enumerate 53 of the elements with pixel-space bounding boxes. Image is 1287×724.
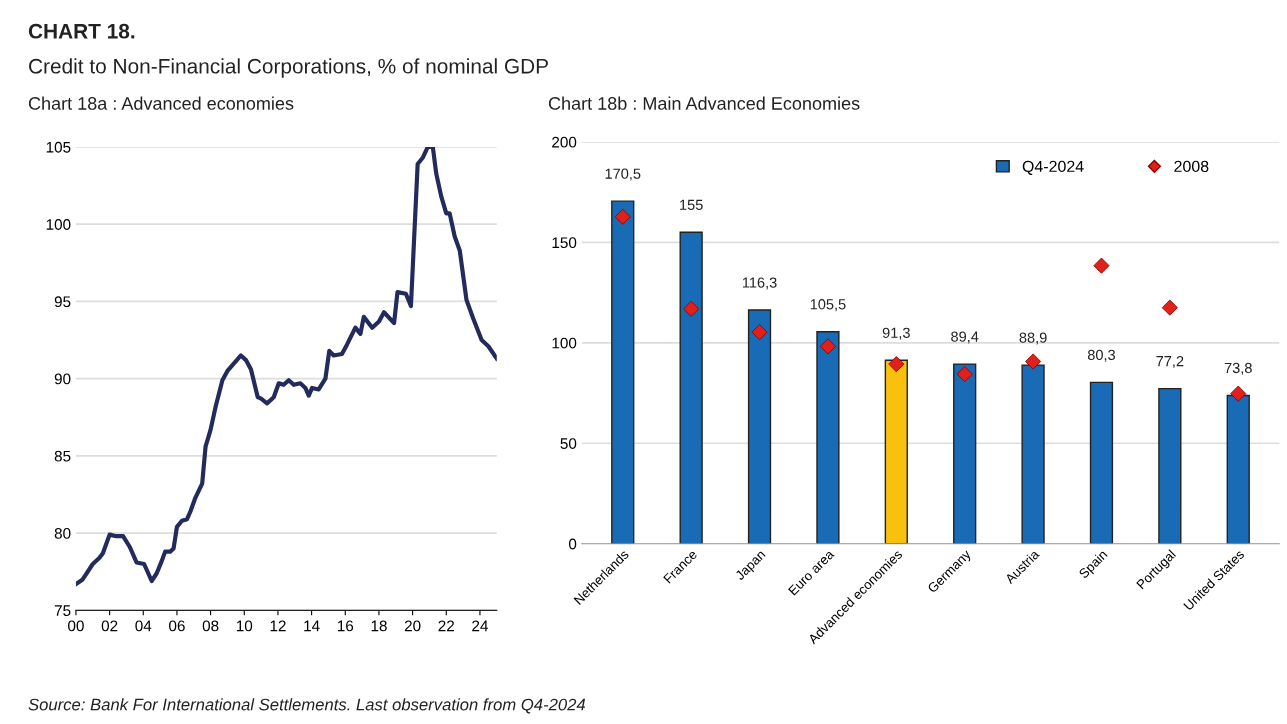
bar	[884, 359, 908, 544]
y-tick-label: 0	[568, 538, 577, 550]
x-tick-label: 18	[371, 620, 387, 632]
legend-label: 2008	[1174, 160, 1209, 173]
y-tick-label: 75	[54, 605, 71, 617]
x-tick-label: 02	[101, 620, 118, 632]
chart-title: Chart 18b : Main Advanced Economies	[548, 96, 860, 110]
x-tick-label: 10	[236, 620, 253, 632]
bar	[747, 309, 772, 544]
x-tick-label: 22	[438, 620, 455, 632]
legend-label: Q4-2024	[1022, 160, 1084, 175]
bar	[953, 363, 977, 544]
y-tick-label: 100	[552, 337, 577, 349]
x-tick-label: 00	[68, 620, 84, 632]
x-tick-label: 12	[270, 620, 286, 632]
y-tick-label: 50	[560, 438, 577, 449]
x-tick-label: 08	[202, 620, 219, 632]
y-tick-label: 85	[54, 450, 71, 462]
x-tick-label: 14	[304, 620, 320, 632]
bar	[1021, 364, 1045, 544]
data-label: 89,4	[951, 331, 979, 344]
caption: CHART 18.	[28, 23, 135, 39]
data-label: 105,5	[810, 299, 846, 312]
data-label: 170,5	[605, 168, 641, 181]
y-tick-label: 100	[46, 219, 71, 230]
x-tick-label: 24	[472, 620, 488, 632]
bar	[679, 231, 703, 544]
y-tick-label: 200	[552, 136, 577, 148]
x-tick-label: 16	[337, 620, 354, 632]
chart-title: Chart 18a : Advanced economies	[28, 96, 294, 110]
x-tick-label: 20	[404, 620, 421, 632]
y-tick-label: 105	[46, 141, 71, 153]
data-label: 80,3	[1087, 349, 1116, 362]
data-label: 116,3	[742, 277, 777, 290]
data-label: 91,3	[882, 327, 910, 340]
source-note: Source: Bank For International Settlements. Last observation from Q4-2024	[28, 698, 586, 714]
bar	[816, 331, 840, 544]
y-tick-label: 80	[54, 527, 71, 539]
line-series	[75, 146, 497, 587]
y-tick-label: 95	[54, 296, 71, 308]
bar	[1226, 394, 1250, 544]
data-label: 88,9	[1019, 332, 1047, 345]
x-tick-label: 04	[135, 620, 152, 632]
y-tick-label: 90	[54, 373, 71, 385]
y-tick-label: 150	[552, 237, 577, 249]
bar	[611, 200, 635, 544]
data-label: 73,8	[1224, 362, 1252, 375]
bar	[1158, 387, 1182, 544]
bar	[1089, 381, 1114, 544]
data-label: 155	[680, 199, 703, 210]
data-label: 77,2	[1156, 355, 1184, 369]
x-tick-label: 06	[169, 620, 185, 632]
text: Credit to Non-Financial Corporations, % of nominal GDP	[29, 58, 548, 78]
